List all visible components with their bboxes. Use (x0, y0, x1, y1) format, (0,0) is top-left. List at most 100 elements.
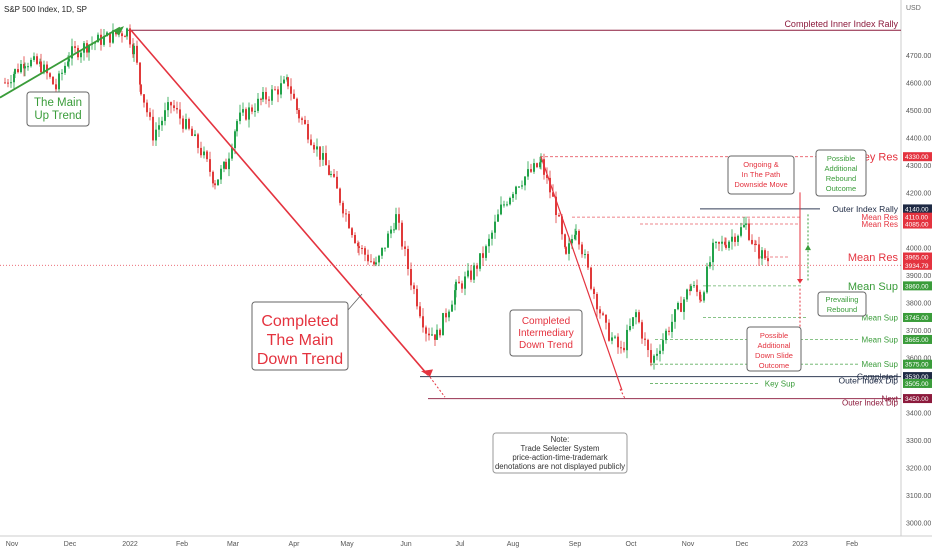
candle-body (176, 108, 178, 110)
price-tag-bg (903, 372, 932, 382)
candle-body (671, 321, 673, 332)
candle-body (283, 79, 285, 84)
candle-body (307, 124, 309, 140)
candle-body (623, 347, 625, 351)
candle-body (310, 139, 312, 145)
candle-body (185, 119, 187, 129)
candle-body (565, 247, 567, 254)
candle-body (124, 36, 126, 38)
candle-body (479, 253, 481, 269)
candle-body (80, 52, 82, 58)
candle-body (617, 336, 619, 348)
candle-body (425, 327, 427, 334)
annotation-possible-rebound: Possible Additional Rebound Outcome (825, 154, 858, 193)
annotation-box (251, 301, 349, 371)
x-tick-label: Sep (569, 541, 582, 548)
level-label: Mean Sup (862, 360, 899, 369)
annotation-note: Note: Trade Selecter System price-action-t… (495, 435, 625, 471)
candle-body (293, 93, 295, 99)
candle-body (488, 238, 490, 247)
level-label: Next (882, 395, 899, 404)
candle-body (167, 102, 169, 111)
candle-body (182, 118, 184, 129)
level-label: Mean Sup (862, 335, 899, 344)
candle-body (336, 176, 338, 189)
candle-body (680, 302, 682, 312)
candle-body (578, 230, 580, 245)
candle-body (200, 147, 202, 156)
candle-body (451, 304, 453, 312)
candle-body (410, 269, 412, 286)
candle-body (23, 63, 25, 69)
candle-body (14, 69, 16, 74)
candle-body (709, 262, 711, 267)
candle-body (212, 171, 214, 184)
candle-body (549, 177, 551, 193)
candle-body (668, 330, 670, 332)
candle-body (351, 228, 353, 236)
candle-body (706, 266, 708, 293)
candle-body (46, 64, 48, 74)
price-tag-bg (903, 204, 932, 214)
candle-body (485, 246, 487, 258)
candle-body (690, 286, 692, 291)
candle-body (584, 253, 586, 255)
outer-dip-label: Outer Index Dip (838, 376, 898, 386)
candle-body (699, 291, 701, 300)
candle-body (764, 250, 766, 259)
candle-body (319, 146, 321, 160)
y-tick-label: 4700.00 (906, 53, 931, 60)
candle-body (564, 234, 566, 248)
candle-body (40, 61, 42, 73)
candle-body (280, 83, 282, 95)
y-tick-label: 3400.00 (906, 410, 931, 417)
y-tick-label: 3200.00 (906, 465, 931, 472)
candle-body (236, 121, 238, 132)
candle-body (393, 229, 395, 231)
price-tag: 3745.00 (905, 315, 929, 322)
candle-body (436, 329, 438, 340)
candle-body (587, 253, 589, 268)
price-tag: 4330.00 (905, 154, 929, 161)
candle-body (419, 306, 421, 317)
candle-body (191, 128, 193, 136)
price-tag-bg (903, 281, 932, 291)
candle-body (7, 82, 9, 84)
level-label: Mean Res (862, 213, 898, 222)
candle-body (641, 322, 643, 339)
annotation-main-up-trend: The Main Up Trend (34, 97, 82, 122)
candle-body (24, 66, 26, 69)
price-tag-bg (903, 312, 932, 322)
candle-body (322, 153, 324, 160)
candle-body (575, 230, 577, 235)
x-tick-label: Dec (64, 541, 77, 548)
annotation-box (727, 155, 795, 195)
candle-body (428, 333, 430, 336)
candle-body (715, 241, 717, 243)
candle-body (574, 234, 576, 240)
annotation-intermediary-down-trend: Completed Intermediary Down Trend (518, 316, 574, 351)
candle-body (260, 98, 262, 100)
candle-body (328, 165, 330, 175)
level-label: Mean Sup (848, 281, 898, 293)
candle-body (30, 59, 32, 67)
annotation-box (26, 91, 90, 127)
candle-body (277, 89, 279, 95)
candle-body (155, 129, 157, 141)
candle-body (506, 204, 508, 206)
candle-body (10, 82, 12, 84)
price-tag: 3934.79 (905, 263, 929, 270)
candle-body (743, 224, 745, 228)
candle-body (203, 151, 205, 156)
price-tag-bg (903, 219, 932, 229)
level-label: Completed (857, 372, 898, 382)
candle-body (635, 312, 637, 318)
candle-body (712, 242, 714, 263)
candle-body (103, 36, 105, 45)
candle-body (225, 161, 227, 170)
candle-body (761, 250, 763, 259)
candle-body (55, 84, 57, 90)
candle-body (4, 82, 6, 84)
candle-body (139, 62, 141, 85)
candle-body (58, 73, 60, 90)
